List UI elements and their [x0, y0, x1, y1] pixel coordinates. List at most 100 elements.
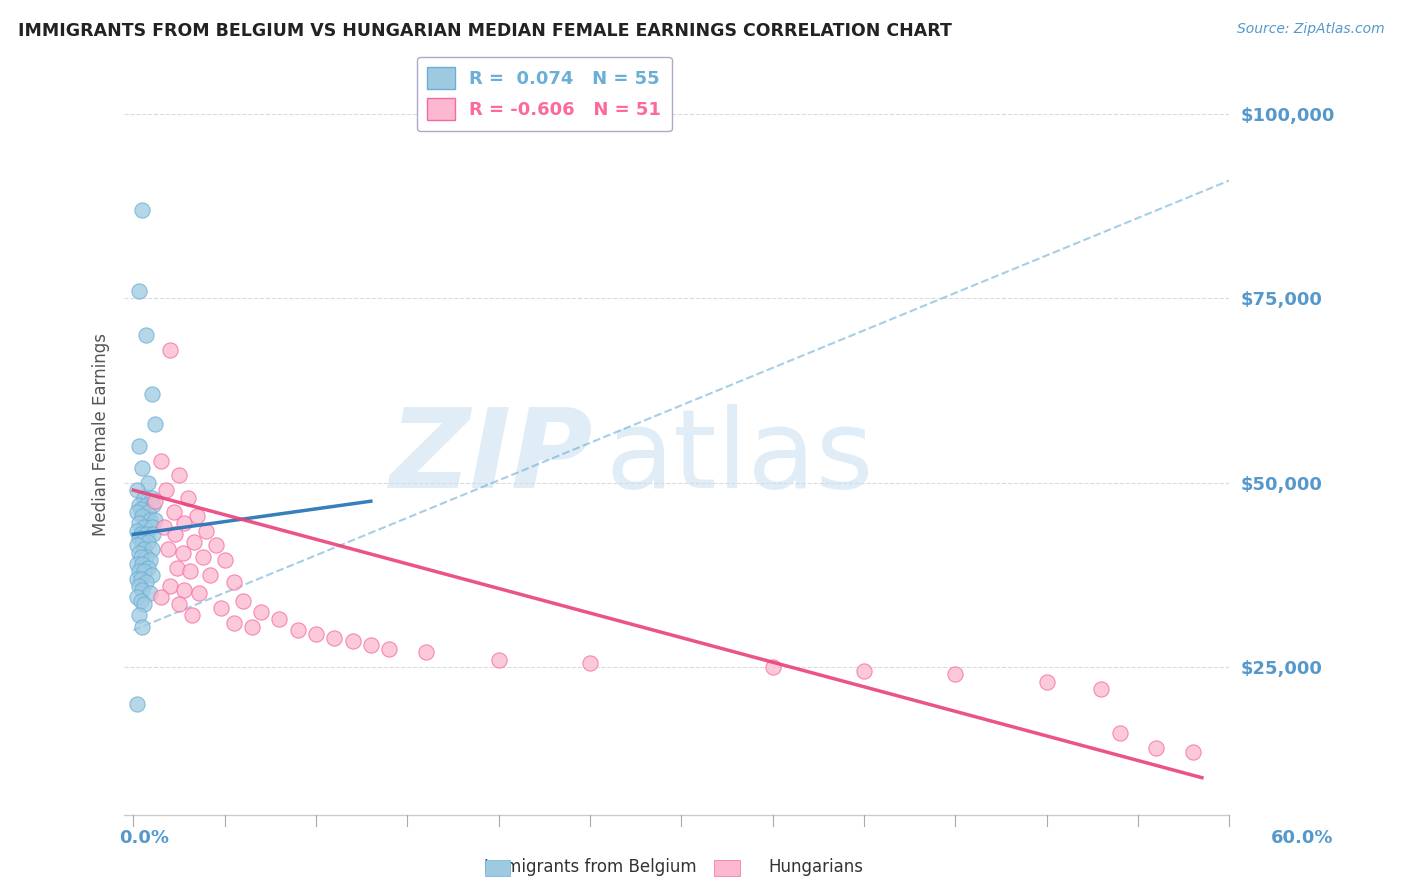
Point: [240, 619, 263, 633]
Point: [136, 505, 159, 519]
Point: [141, 542, 163, 557]
Point: [129, 593, 152, 607]
Point: [180, 608, 202, 623]
Text: Immigrants from Belgium: Immigrants from Belgium: [484, 858, 697, 876]
Point: [131, 202, 153, 217]
Point: [1090, 682, 1112, 697]
Point: [135, 328, 157, 343]
Point: [342, 634, 364, 648]
Point: [134, 520, 156, 534]
Point: [134, 491, 156, 505]
Point: [131, 557, 153, 571]
Point: [209, 601, 232, 615]
Point: [128, 498, 150, 512]
Point: [149, 453, 172, 467]
Point: [135, 575, 157, 590]
Point: [136, 534, 159, 549]
Point: [198, 568, 221, 582]
Point: [125, 697, 148, 711]
Point: [159, 343, 181, 357]
Point: [183, 534, 205, 549]
Point: [188, 586, 211, 600]
Point: [165, 527, 187, 541]
Point: [173, 516, 195, 531]
Point: [579, 657, 602, 671]
Text: IMMIGRANTS FROM BELGIUM VS HUNGARIAN MEDIAN FEMALE EARNINGS CORRELATION CHART: IMMIGRANTS FROM BELGIUM VS HUNGARIAN MED…: [18, 22, 952, 40]
Point: [167, 598, 190, 612]
Point: [250, 605, 273, 619]
Point: [134, 598, 156, 612]
Point: [128, 531, 150, 545]
Point: [166, 560, 188, 574]
Point: [125, 505, 148, 519]
Point: [125, 483, 148, 497]
Point: [378, 641, 401, 656]
Point: [232, 593, 254, 607]
Point: [162, 505, 184, 519]
Text: atlas: atlas: [605, 404, 873, 511]
Point: [128, 439, 150, 453]
Text: Source: ZipAtlas.com: Source: ZipAtlas.com: [1237, 22, 1385, 37]
Text: 60.0%: 60.0%: [1271, 829, 1333, 847]
Point: [141, 387, 163, 401]
Point: [172, 546, 194, 560]
Point: [142, 527, 165, 541]
Point: [131, 619, 153, 633]
Point: [195, 524, 218, 538]
Point: [159, 579, 181, 593]
Point: [142, 498, 165, 512]
Point: [153, 520, 176, 534]
Point: [214, 553, 236, 567]
Point: [128, 546, 150, 560]
Point: [177, 491, 200, 505]
Point: [852, 664, 875, 678]
Point: [141, 491, 163, 505]
Point: [129, 527, 152, 541]
Text: ZIP: ZIP: [391, 404, 593, 511]
Point: [143, 494, 166, 508]
Point: [128, 516, 150, 531]
Point: [128, 564, 150, 578]
Point: [139, 586, 162, 600]
Point: [129, 572, 152, 586]
Point: [129, 501, 152, 516]
Point: [415, 645, 437, 659]
Point: [135, 498, 157, 512]
Point: [131, 534, 153, 549]
Point: [157, 542, 180, 557]
Text: Hungarians: Hungarians: [768, 858, 863, 876]
Point: [173, 582, 195, 597]
Point: [360, 638, 382, 652]
Point: [167, 468, 190, 483]
Point: [143, 513, 166, 527]
Point: [125, 557, 148, 571]
Point: [1181, 745, 1204, 759]
Point: [222, 615, 245, 630]
Point: [488, 653, 510, 667]
Point: [141, 520, 163, 534]
Point: [125, 590, 148, 604]
Point: [125, 538, 148, 552]
Point: [191, 549, 214, 564]
Point: [1144, 741, 1167, 756]
Point: [186, 508, 208, 523]
Point: [204, 538, 226, 552]
Point: [136, 475, 159, 490]
Point: [139, 553, 162, 567]
Point: [129, 549, 152, 564]
Point: [134, 564, 156, 578]
Point: [155, 483, 177, 497]
Point: [135, 527, 157, 541]
Point: [143, 417, 166, 431]
Point: [141, 568, 163, 582]
Point: [128, 284, 150, 298]
Legend: R =  0.074   N = 55, R = -0.606   N = 51: R = 0.074 N = 55, R = -0.606 N = 51: [416, 56, 672, 131]
Point: [943, 667, 966, 681]
Point: [128, 608, 150, 623]
Point: [222, 575, 245, 590]
Point: [269, 612, 291, 626]
Point: [139, 513, 162, 527]
Point: [131, 508, 153, 523]
Point: [1108, 726, 1130, 740]
Point: [762, 660, 785, 674]
